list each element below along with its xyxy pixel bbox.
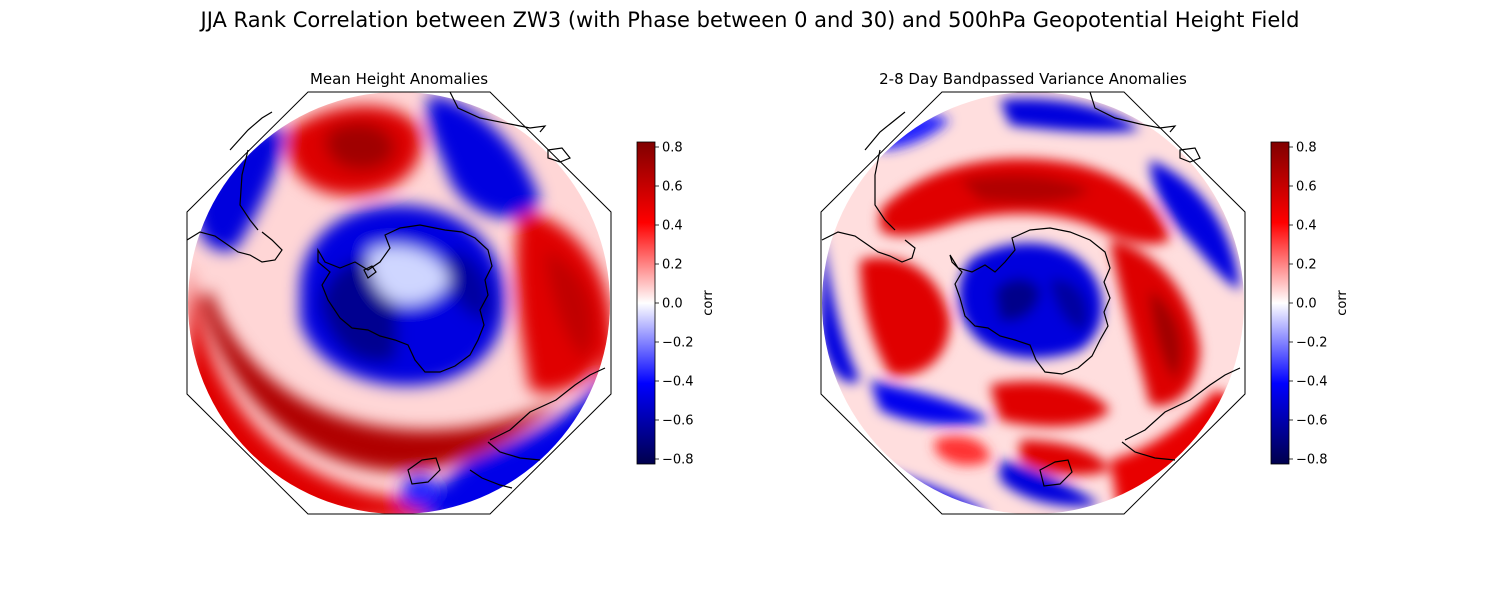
panel-2-colorbar: 0.8 0.6 0.4 0.2 0.0 −0.2 −0.4 −0.6 −0.8 corr bbox=[1270, 141, 1350, 468]
colorbar-tick-label: 0.6 bbox=[662, 180, 683, 195]
colorbar-tick-label: −0.4 bbox=[662, 375, 694, 390]
colorbar-tick-label: −0.2 bbox=[1296, 336, 1328, 351]
panel-2-title: 2-8 Day Bandpassed Variance Anomalies bbox=[879, 70, 1187, 88]
colorbar-tick-label: 0.8 bbox=[1296, 141, 1317, 156]
panel-1-colorbar-label: corr bbox=[701, 290, 716, 316]
panel-2-map bbox=[820, 91, 1246, 515]
panel-1-title: Mean Height Anomalies bbox=[309, 70, 489, 88]
colorbar-tick-label: 0.0 bbox=[1296, 297, 1317, 312]
panel-2-coastlines bbox=[821, 91, 1241, 487]
colorbar-tick-label: 0.2 bbox=[1296, 258, 1317, 273]
colorbar-tick-label: 0.8 bbox=[662, 141, 683, 156]
colorbar-tick-label: 0.6 bbox=[1296, 180, 1317, 195]
colorbar-tick-label: 0.2 bbox=[662, 258, 683, 273]
colorbar-tick-label: −0.6 bbox=[662, 414, 694, 429]
colorbar-tick-label: 0.4 bbox=[662, 219, 683, 234]
figure-title: JJA Rank Correlation between ZW3 (with P… bbox=[200, 8, 1300, 32]
colorbar-tick-label: −0.8 bbox=[662, 453, 694, 468]
panel-1-boundary bbox=[186, 91, 612, 515]
colorbar-tick-label: 0.0 bbox=[662, 297, 683, 312]
panel-1-colorbar-ticks: 0.8 0.6 0.4 0.2 0.0 −0.2 −0.4 −0.6 −0.8 bbox=[655, 141, 694, 468]
panel-2-colorbar-ticks: 0.8 0.6 0.4 0.2 0.0 −0.2 −0.4 −0.6 −0.8 bbox=[1289, 141, 1328, 468]
colorbar-tick-label: −0.4 bbox=[1296, 375, 1328, 390]
colorbar-tick-label: −0.6 bbox=[1296, 414, 1328, 429]
panel-1-map bbox=[186, 91, 612, 515]
colorbar-tick-label: −0.2 bbox=[662, 336, 694, 351]
panel-2-colorbar-label: corr bbox=[1335, 290, 1350, 316]
panel-1-coastlines bbox=[186, 91, 606, 489]
colorbar-tick-label: −0.8 bbox=[1296, 453, 1328, 468]
colorbar-tick-label: 0.4 bbox=[1296, 219, 1317, 234]
panel-2-boundary bbox=[820, 91, 1246, 515]
panel-1-colorbar: 0.8 0.6 0.4 0.2 0.0 −0.2 −0.4 −0.6 −0.8 corr bbox=[636, 141, 716, 468]
